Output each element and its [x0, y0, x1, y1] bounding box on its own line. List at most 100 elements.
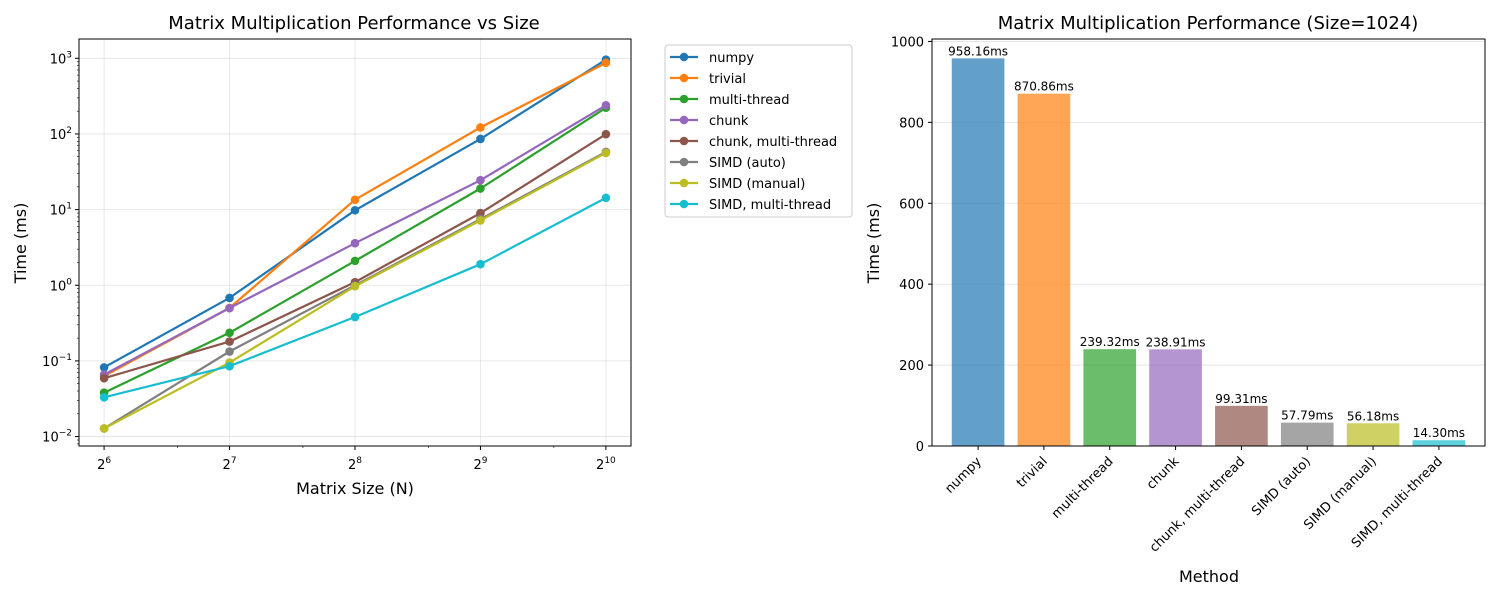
bar-chart-y-label: Time (ms)	[864, 203, 883, 285]
series-point	[476, 134, 485, 144]
series-point	[99, 373, 109, 383]
line-chart-x-label: Matrix Size (N)	[296, 479, 414, 498]
bar	[1215, 405, 1268, 446]
bar	[1346, 423, 1400, 446]
bar-chart-y-tick-label: 0	[916, 440, 924, 455]
bar-value-label: 238.91ms	[1146, 335, 1206, 349]
legend-label: SIMD, multi-thread	[709, 198, 831, 213]
legend-label: numpy	[709, 51, 754, 66]
series-point	[601, 58, 611, 68]
bar-chart-title: Matrix Multiplication Performance (Size=…	[998, 13, 1419, 34]
series-point	[225, 328, 234, 338]
bar-chart-x-tick-label: trivial	[1014, 454, 1051, 491]
line-chart-series-group	[99, 55, 611, 433]
line-chart-y-tick-label: 100	[50, 277, 73, 294]
bar-chart-y-tick-label: 600	[899, 197, 924, 212]
legend-label: chunk	[709, 114, 749, 129]
series-point	[225, 337, 234, 346]
series-point	[601, 100, 611, 110]
bar-value-label: 239.32ms	[1080, 335, 1140, 349]
bar	[1412, 440, 1466, 446]
bar	[1149, 349, 1202, 446]
legend-box	[664, 44, 853, 218]
bar-chart-x-tick-label: chunk	[1144, 454, 1183, 493]
series-point	[601, 129, 611, 139]
series-point	[350, 312, 360, 322]
line-chart-x-ticks: 26 27 28 29 210	[97, 446, 616, 473]
legend-label: SIMD (manual)	[709, 177, 805, 192]
line-chart-x-tick-label: 28	[348, 456, 362, 473]
line-chart-x-tick-label: 26	[97, 456, 111, 473]
line-chart-y-tick-label: 10−1	[42, 353, 72, 370]
legend-marker	[679, 199, 689, 209]
line-chart-x-tick-label: 210	[596, 456, 616, 473]
line-chart-x-tick-label: 27	[223, 456, 237, 473]
series-point	[225, 303, 234, 313]
series-point	[476, 123, 485, 132]
bar-chart-x-tick-label: multi-thread	[1049, 454, 1117, 522]
bar-value-label: 99.31ms	[1215, 392, 1267, 406]
series-point	[601, 148, 611, 158]
bar	[951, 58, 1005, 447]
line-chart: Matrix Multiplication Performance vs Siz…	[11, 13, 853, 498]
bar-chart-x-tick-label: SIMD (auto)	[1249, 454, 1314, 519]
bar-chart-bars: 958.16ms 870.86ms 239.32ms 238.91ms 99.31ms 5…	[948, 44, 1466, 447]
series-point	[225, 293, 234, 303]
legend-marker	[679, 157, 689, 167]
legend-marker	[679, 115, 689, 125]
bar-chart-y-tick-label: 400	[899, 278, 924, 293]
legend-label: SIMD (auto)	[709, 156, 786, 171]
bar-chart-x-tick-label: numpy	[942, 454, 985, 497]
bar-chart: Matrix Multiplication Performance (Size=…	[864, 13, 1486, 586]
legend-marker	[679, 73, 689, 83]
line-chart-x-tick-label: 29	[473, 456, 487, 473]
bar	[1017, 93, 1071, 446]
series-point	[350, 256, 360, 266]
series-point	[601, 193, 611, 203]
bar	[1280, 422, 1334, 446]
series-point	[225, 347, 234, 356]
bar-chart-frame	[931, 38, 1486, 447]
series-point	[350, 195, 360, 205]
series-point	[476, 216, 485, 225]
series-point	[350, 205, 360, 215]
legend-label: chunk, multi-thread	[709, 135, 837, 150]
legend-marker	[679, 94, 689, 104]
legend-label: trivial	[709, 72, 746, 87]
bar-value-label: 14.30ms	[1413, 426, 1465, 440]
series-point	[476, 184, 485, 193]
bar-chart-y-tick-label: 800	[899, 116, 924, 131]
series-point	[350, 238, 360, 248]
bar-value-label: 56.18ms	[1347, 409, 1399, 423]
bar-value-label: 57.79ms	[1281, 409, 1333, 423]
line-chart-y-tick-label: 102	[50, 126, 72, 143]
legend-marker	[679, 52, 689, 62]
legend-marker	[679, 136, 689, 146]
bar-chart-y-tick-label: 1000	[891, 35, 924, 50]
line-chart-y-tick-label: 101	[50, 202, 72, 219]
bar-value-label: 870.86ms	[1014, 80, 1074, 94]
bar-value-label: 958.16ms	[948, 44, 1008, 58]
series-point	[99, 393, 109, 402]
bar-chart-x-label: Method	[1179, 567, 1239, 586]
bar-chart-y-ticks: 0 200 400 600 800 1000	[891, 35, 932, 455]
line-chart-y-label: Time (ms)	[11, 203, 30, 285]
series-point	[476, 208, 485, 218]
line-chart-title: Matrix Multiplication Performance vs Siz…	[168, 13, 539, 34]
series-point	[99, 363, 109, 372]
legend-label: multi-thread	[709, 93, 790, 108]
line-chart-y-ticks: 10−2 10−1 100 101 102 103	[42, 50, 79, 446]
legend-marker	[679, 178, 689, 188]
line-chart-y-tick-label: 103	[50, 50, 72, 67]
series-point	[225, 361, 234, 371]
line-chart-y-tick-label: 10−2	[42, 429, 72, 446]
line-chart-legend: numpy trivial multi-thread chunk chunk, mult…	[664, 44, 853, 218]
bar-chart-y-tick-label: 200	[899, 359, 924, 374]
bar-chart-grid	[932, 41, 1485, 447]
series-point	[476, 259, 485, 269]
bar	[1083, 349, 1137, 446]
series-point	[476, 175, 485, 185]
